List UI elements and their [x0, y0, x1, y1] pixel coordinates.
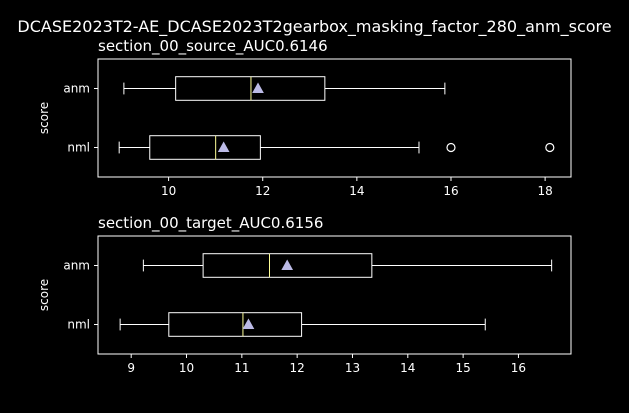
target-anm-box [202, 253, 373, 278]
target-xtick-label: 12 [290, 361, 305, 375]
figure-suptitle: DCASE2023T2-AE_DCASE2023T2gearbox_maskin… [17, 17, 611, 37]
source-panel-title: section_00_source_AUC0.6146 [98, 37, 328, 56]
source-ytick-label: anm [63, 82, 90, 96]
source-xtick-label: 10 [161, 184, 176, 198]
source-xtick-label: 12 [255, 184, 270, 198]
target-ytick-label: anm [63, 259, 90, 273]
source-anm-mean-marker [252, 82, 264, 93]
source-nml-outlier [545, 142, 555, 153]
target-nml-mean-marker [242, 318, 255, 329]
target-xtick-label: 16 [511, 361, 526, 375]
target-anm-mean-marker [281, 259, 294, 270]
source-xtick-label: 14 [349, 184, 364, 198]
target-xtick-label: 9 [127, 361, 135, 375]
source-xtick-label: 18 [537, 184, 552, 198]
source-anm-box [175, 76, 326, 101]
target-axes-frame [97, 235, 572, 355]
target-ytick-label: nml [67, 318, 90, 332]
source-axes-frame [97, 58, 572, 178]
source-nml-box [149, 135, 261, 160]
target-xtick-label: 15 [455, 361, 470, 375]
source-nml-mean-marker [217, 141, 230, 152]
target-xtick-label: 13 [345, 361, 360, 375]
source-panel-ylabel: score [37, 102, 51, 134]
target-xtick-label: 14 [400, 361, 415, 375]
target-nml-box [168, 312, 303, 337]
source-nml-outlier [446, 142, 456, 153]
target-panel-title: section_00_target_AUC0.6156 [98, 214, 323, 233]
source-ytick-label: nml [67, 141, 90, 155]
target-panel-ylabel: score [37, 279, 51, 311]
source-xtick-label: 16 [443, 184, 458, 198]
target-xtick-label: 11 [234, 361, 249, 375]
target-xtick-label: 10 [179, 361, 194, 375]
